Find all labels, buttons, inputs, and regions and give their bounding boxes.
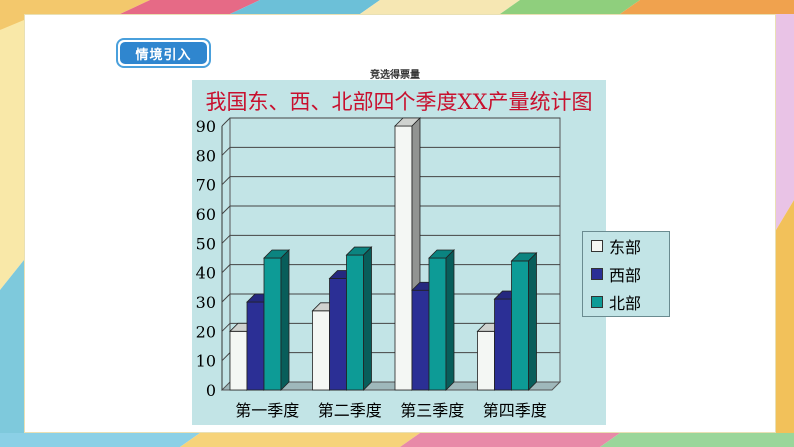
- bar-side: [528, 251, 537, 391]
- gridline: [221, 146, 560, 156]
- y-tick-label: 10: [196, 352, 216, 371]
- x-tick-label: 第四季度: [483, 401, 547, 420]
- gridline: [221, 205, 560, 215]
- legend-swatch-west: [591, 268, 603, 280]
- chart-title: 我国东、西、北部四个季度XX产量统计图: [205, 90, 593, 114]
- bar: [477, 330, 495, 391]
- y-tick-label: 80: [196, 146, 216, 165]
- bar-chart: 0 10 20 30 40 50 60 70 80 90 第一季度 第二季度 第三季度 第四季度: [196, 117, 562, 420]
- gridline: [221, 117, 560, 127]
- bar: [394, 125, 413, 391]
- bar: [229, 330, 248, 391]
- section-tag-label: 情境引入: [120, 42, 207, 64]
- bar: [511, 260, 529, 391]
- bar: [346, 254, 364, 391]
- bar: [428, 257, 447, 391]
- bar: [329, 278, 347, 391]
- bar: [411, 289, 430, 391]
- legend-label-east: 东部: [609, 238, 642, 257]
- y-tick-label: 20: [196, 322, 216, 341]
- legend-swatch-east: [591, 240, 603, 252]
- chart-panel: 0 10 20 30 40 50 60 70 80 90 第一季度 第二季度 第三季度 第四季度 我国东、…: [192, 80, 606, 425]
- legend-swatch-north: [591, 296, 603, 308]
- x-tick-label: 第三季度: [400, 401, 464, 420]
- bar: [263, 257, 282, 391]
- y-tick-label: 0: [206, 381, 216, 400]
- section-tag: 情境引入: [116, 38, 211, 68]
- y-tick-label: 30: [196, 293, 216, 312]
- legend-item-north: 北部: [591, 292, 642, 313]
- chart-mini-title: 竞选得票量: [370, 70, 420, 81]
- y-tick-label: 40: [196, 264, 216, 283]
- bar-side: [445, 249, 455, 391]
- legend-item-west: 西部: [591, 264, 642, 285]
- y-tick-label: 50: [196, 234, 216, 253]
- x-tick-label: 第一季度: [235, 401, 299, 420]
- legend-label-west: 西部: [609, 266, 642, 285]
- legend-label-north: 北部: [609, 294, 642, 313]
- gridline: [221, 176, 560, 186]
- y-tick-label: 90: [196, 117, 216, 136]
- legend-item-east: 东部: [591, 236, 642, 257]
- x-tick-label: 第二季度: [318, 401, 382, 420]
- bar-side: [363, 246, 372, 391]
- bar: [246, 301, 265, 391]
- gridline: [221, 234, 560, 244]
- bar: [312, 310, 330, 391]
- y-tick-label: 60: [196, 205, 216, 224]
- bar-side: [280, 249, 290, 391]
- bar: [494, 298, 512, 391]
- chart-legend: 东部 西部 北部: [582, 231, 670, 317]
- y-tick-label: 70: [196, 176, 216, 195]
